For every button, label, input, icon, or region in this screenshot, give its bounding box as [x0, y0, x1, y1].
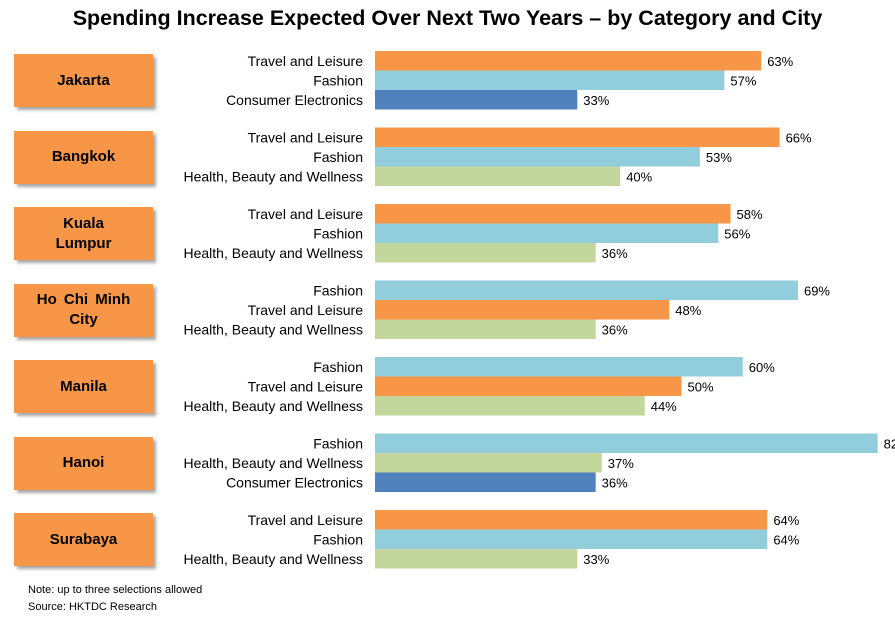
bar-hanoi-consumer-electronics — [375, 472, 596, 492]
value-label: 60% — [749, 360, 775, 375]
value-label: 33% — [583, 93, 609, 108]
city-label-jakarta: Jakarta — [14, 54, 153, 108]
category-label: Health, Beauty and Wellness — [183, 321, 363, 337]
value-label: 40% — [626, 169, 652, 184]
category-label: Health, Beauty and Wellness — [183, 398, 363, 414]
value-label: 64% — [773, 513, 799, 528]
chart-title: Spending Increase Expected Over Next Two… — [72, 6, 823, 30]
value-label: 33% — [583, 552, 609, 567]
category-label: Fashion — [313, 359, 363, 375]
value-label: 63% — [767, 54, 793, 69]
bar-jakarta-travel-and-leisure — [375, 51, 762, 71]
bar-bangkok-health-beauty-and-wellness — [375, 166, 621, 186]
bar-ho-chi-minh-city-health-beauty-and-wellness — [375, 319, 596, 339]
category-label: Travel and Leisure — [248, 302, 364, 318]
source-text: Source: HKTDC Research — [28, 601, 157, 613]
city-label-ho-chi-minh-city: Ho Chi Minh City — [14, 283, 153, 337]
value-label: 48% — [675, 303, 701, 318]
value-label: 66% — [786, 130, 812, 145]
category-label: Health, Beauty and Wellness — [183, 168, 363, 184]
category-label: Fashion — [313, 282, 363, 298]
bar-kuala-lumpur-health-beauty-and-wellness — [375, 243, 596, 263]
value-label: 56% — [724, 226, 750, 241]
category-label: Travel and Leisure — [248, 378, 364, 394]
bar-surabaya-travel-and-leisure — [375, 510, 768, 530]
value-label: 44% — [651, 399, 677, 414]
city-label-surabaya: Surabaya — [14, 513, 153, 567]
category-label: Travel and Leisure — [248, 129, 364, 145]
bar-surabaya-fashion — [375, 529, 768, 549]
value-label: 50% — [688, 379, 714, 394]
bar-ho-chi-minh-city-travel-and-leisure — [375, 300, 670, 320]
category-label: Fashion — [313, 72, 363, 88]
bar-manila-health-beauty-and-wellness — [375, 396, 645, 416]
value-label: 37% — [608, 456, 634, 471]
value-label: 36% — [602, 475, 628, 490]
bar-ho-chi-minh-city-fashion — [375, 280, 798, 300]
category-label: Health, Beauty and Wellness — [183, 551, 363, 567]
city-label-kuala-lumpur: Kuala Lumpur — [14, 207, 153, 261]
category-label: Fashion — [313, 435, 363, 451]
bar-jakarta-fashion — [375, 70, 725, 90]
value-label: 57% — [730, 73, 756, 88]
category-label: Consumer Electronics — [226, 474, 363, 490]
value-label: 36% — [602, 246, 628, 261]
bar-kuala-lumpur-travel-and-leisure — [375, 204, 731, 224]
bar-kuala-lumpur-fashion — [375, 223, 719, 243]
category-label: Health, Beauty and Wellness — [183, 245, 363, 261]
category-label: Fashion — [313, 531, 363, 547]
category-label: Travel and Leisure — [248, 512, 364, 528]
bar-manila-fashion — [375, 357, 743, 377]
value-label: 82% — [884, 436, 895, 451]
value-label: 53% — [706, 150, 732, 165]
bar-bangkok-fashion — [375, 147, 700, 167]
bar-surabaya-health-beauty-and-wellness — [375, 549, 578, 569]
category-label: Travel and Leisure — [248, 206, 364, 222]
footnotes: Note: up to three selections allowed Sou… — [28, 582, 202, 616]
category-label: Fashion — [313, 225, 363, 241]
note-text: Note: up to three selections allowed — [28, 584, 203, 596]
value-label: 69% — [804, 283, 830, 298]
bar-manila-travel-and-leisure — [375, 376, 682, 396]
bar-hanoi-fashion — [375, 433, 878, 453]
value-label: 64% — [773, 532, 799, 547]
value-label: 36% — [602, 322, 628, 337]
bar-jakarta-consumer-electronics — [375, 90, 578, 110]
bar-hanoi-health-beauty-and-wellness — [375, 453, 602, 473]
category-label: Travel and Leisure — [248, 53, 364, 69]
city-label-manila: Manila — [14, 360, 153, 414]
city-label-hanoi: Hanoi — [14, 436, 153, 490]
category-label: Health, Beauty and Wellness — [183, 455, 363, 471]
bar-bangkok-travel-and-leisure — [375, 127, 780, 147]
value-label: 58% — [737, 207, 763, 222]
city-label-bangkok: Bangkok — [14, 130, 153, 184]
category-label: Fashion — [313, 149, 363, 165]
category-label: Consumer Electronics — [226, 92, 363, 108]
